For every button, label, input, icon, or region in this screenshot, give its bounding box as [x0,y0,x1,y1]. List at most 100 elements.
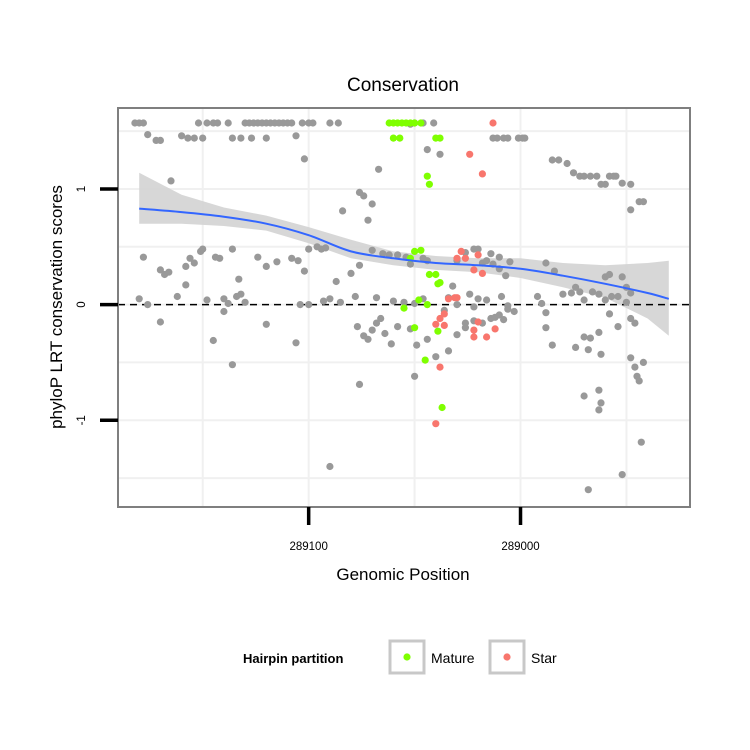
point-other [506,258,514,266]
point-other [580,172,588,180]
point-other [288,254,296,262]
y-tick-label: -1 [76,415,88,425]
point-mature [434,327,442,335]
point-other [233,292,241,301]
point-mature [425,270,433,279]
point-other [542,309,550,317]
x-axis-title: Genomic Position [336,565,469,584]
point-other [247,134,256,142]
point-other [588,288,597,296]
point-other [639,198,648,206]
point-star [461,254,469,262]
point-other [360,192,368,200]
point-other [400,298,408,306]
point-other [156,266,164,274]
point-mature [432,134,440,142]
point-other [173,292,181,301]
point-star [457,247,465,255]
point-star [478,269,486,277]
point-other [273,258,281,266]
point-other [156,136,164,144]
point-mature [417,119,425,127]
point-other [635,377,643,385]
plot-panel-border [117,107,691,508]
point-other [326,295,334,303]
point-other [605,270,614,279]
point-mature [436,279,444,287]
point-other [595,290,603,298]
point-other [444,347,453,355]
point-other [224,299,232,308]
point-star [478,170,486,178]
chart-title: Conservation [347,75,459,96]
point-other [294,257,302,265]
point-other [612,172,620,180]
point-other [521,134,529,142]
point-other [139,253,147,261]
point-other [199,245,207,253]
point-other [631,319,639,327]
point-other [339,207,347,215]
point-other [595,328,603,336]
point-mature [432,270,440,279]
point-other [572,283,580,291]
point-other [586,172,595,180]
point-mature [411,247,419,255]
point-other [379,250,387,258]
point-other [466,290,474,298]
point-other [144,301,152,309]
point-other [542,324,550,332]
point-other [375,165,383,173]
point-star [466,150,474,158]
point-other [199,134,207,142]
point-other [487,250,495,258]
legend-label-mature: Mature [431,650,475,666]
y-tick-label: 1 [76,186,88,192]
point-star [470,326,478,334]
point-other [336,298,344,306]
point-other [184,134,192,142]
point-other [387,340,395,348]
point-other [190,134,198,142]
point-other [533,292,542,301]
point-other [237,134,245,142]
point-star [436,314,444,323]
point-other [332,277,340,286]
point-other [220,307,228,316]
point-mature [400,304,408,312]
point-other [559,290,567,298]
point-other [135,295,143,303]
point-other [334,119,342,127]
point-mature [389,134,397,142]
point-other [614,323,622,331]
point-mature [415,296,423,304]
point-other [228,361,236,369]
point-other [453,331,461,339]
point-other [220,295,228,303]
point-other [389,297,397,305]
point-other [622,298,631,306]
point-other [235,275,243,283]
point-star [440,321,448,329]
legend-label-star: Star [531,650,557,666]
point-other [372,319,381,327]
point-mature [423,172,431,180]
point-other [572,343,580,351]
point-other [601,180,609,188]
point-other [423,146,431,154]
point-other [355,380,364,388]
point-other [182,281,190,289]
point-other [377,314,385,323]
point-other [474,295,482,303]
point-other [194,119,203,127]
point-other [567,289,576,297]
point-star [470,266,478,274]
legend-marker-mature [403,653,411,661]
point-other [203,119,211,127]
point-other [381,329,389,338]
y-tick-label: 0 [76,301,88,307]
point-other [216,254,224,262]
point-mature [425,180,433,188]
point-mature [421,356,429,364]
point-other [300,267,308,275]
